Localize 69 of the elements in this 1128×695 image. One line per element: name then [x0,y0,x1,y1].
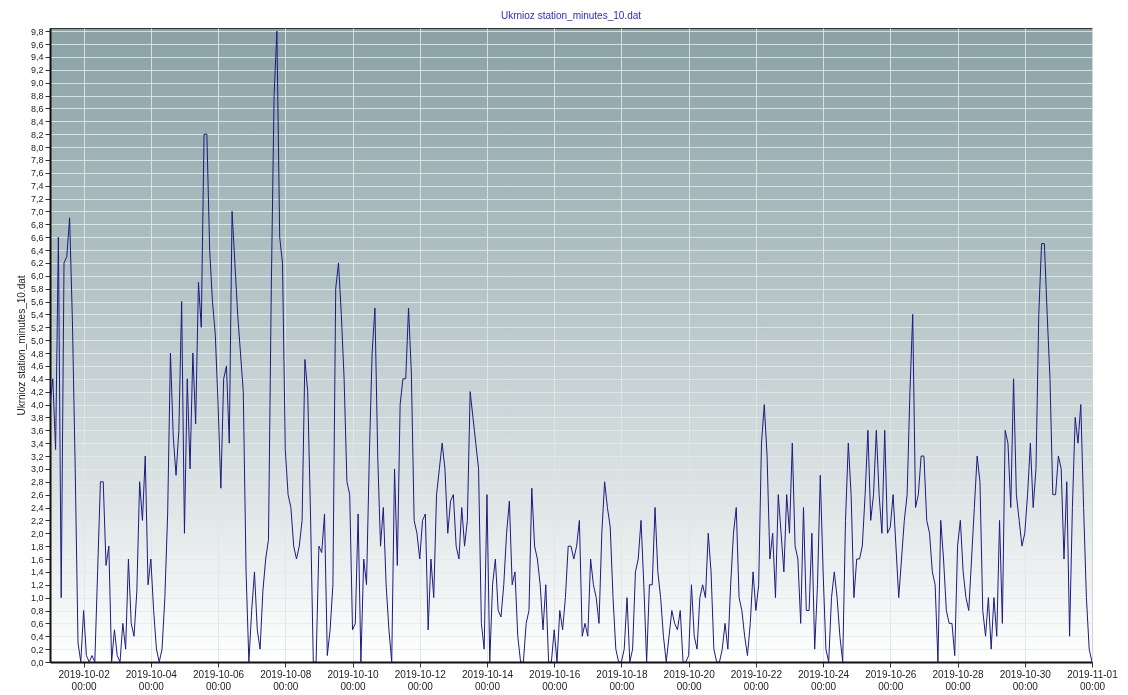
y-tick-label: 6,4 [30,245,44,256]
x-tick-label: 2019-10-30 00:00 [999,668,1052,692]
y-tick-label: 6,8 [30,219,44,230]
y-tick-label: 7,6 [30,168,44,179]
y-tick-label: 8,2 [30,129,44,140]
y-tick-label: 3,8 [30,412,44,423]
x-tick-label: 2019-10-08 00:00 [260,668,312,692]
y-tick-label: 4,4 [30,374,44,385]
y-tick-label: 8,8 [30,91,44,102]
y-tick-label: 7,0 [30,206,44,217]
y-tick-label: 7,8 [30,155,44,166]
y-tick-label: 3,4 [30,438,44,449]
x-tick-label: 2019-10-16 00:00 [529,668,581,692]
x-tick-label: 2019-10-20 00:00 [663,668,716,692]
y-tick-label: 5,0 [30,335,44,346]
x-tick-label: 2019-10-26 00:00 [865,668,917,692]
y-tick-label: 1,8 [30,541,44,552]
y-tick-label: 6,6 [30,232,44,243]
y-tick-label: 9,4 [30,52,44,63]
y-tick-label: 1,6 [30,554,44,565]
x-tick-label: 2019-11-01 00:00 [1067,668,1119,692]
x-tick-label: 2019-10-14 00:00 [461,668,514,692]
y-tick-label: 2,8 [30,477,44,488]
y-tick-label: 4,0 [30,400,44,411]
x-tick-label: 2019-10-28 00:00 [932,668,985,692]
y-tick-label: 4,6 [30,361,44,372]
chart-title: Ukrnioz station_minutes_10.dat [500,10,642,22]
y-tick-label: 0,2 [30,644,44,655]
y-tick-label: 9,6 [30,39,44,50]
y-tick-label: 2,2 [30,515,44,526]
x-tick-label: 2019-10-02 00:00 [58,668,111,692]
y-tick-label: 7,2 [30,194,44,205]
y-tick-label: 0,6 [30,618,44,629]
y-axis-title: Ukrnioz station_minutes_10.dat [15,275,27,416]
y-tick-label: 4,8 [30,348,44,359]
x-tick-label: 2019-10-10 00:00 [327,668,380,692]
y-tick-label: 6,0 [30,271,44,282]
y-tick-label: 7,4 [30,181,44,192]
y-tick-label: 2,4 [30,503,44,514]
y-tick-label: 5,4 [30,309,44,320]
y-tick-label: 3,6 [30,425,44,436]
x-tick-label: 2019-10-04 00:00 [125,668,178,692]
y-tick-label: 1,4 [30,567,44,578]
y-tick-label: 0,8 [30,606,44,617]
y-tick-label: 9,8 [30,26,44,37]
y-tick-label: 4,2 [30,387,44,398]
y-tick-label: 8,4 [30,116,44,127]
y-tick-label: 3,2 [30,451,44,462]
x-tick-label: 2019-10-18 00:00 [596,668,648,692]
y-tick-label: 9,2 [30,65,44,76]
y-tick-label: 6,2 [30,258,44,269]
y-tick-label: 1,0 [30,593,44,604]
y-tick-label: 1,2 [30,580,44,591]
y-tick-label: 2,6 [30,490,44,501]
x-tick-label: 2019-10-24 00:00 [798,668,850,692]
y-tick-label: 0,4 [30,631,44,642]
y-tick-label: 8,0 [30,142,44,153]
y-tick-label: 5,6 [30,297,44,308]
y-tick-label: 0,0 [30,657,44,668]
y-tick-label: 8,6 [30,103,44,114]
x-tick-label: 2019-10-06 00:00 [192,668,245,692]
y-tick-label: 9,0 [30,78,44,89]
y-tick-label: 3,0 [30,464,44,475]
x-tick-label: 2019-10-22 00:00 [730,668,783,692]
x-tick-label: 2019-10-12 00:00 [394,668,447,692]
y-tick-label: 5,2 [30,322,44,333]
y-tick-label: 2,0 [30,528,44,539]
line-series [50,30,1092,662]
y-tick-label: 5,8 [30,284,44,295]
